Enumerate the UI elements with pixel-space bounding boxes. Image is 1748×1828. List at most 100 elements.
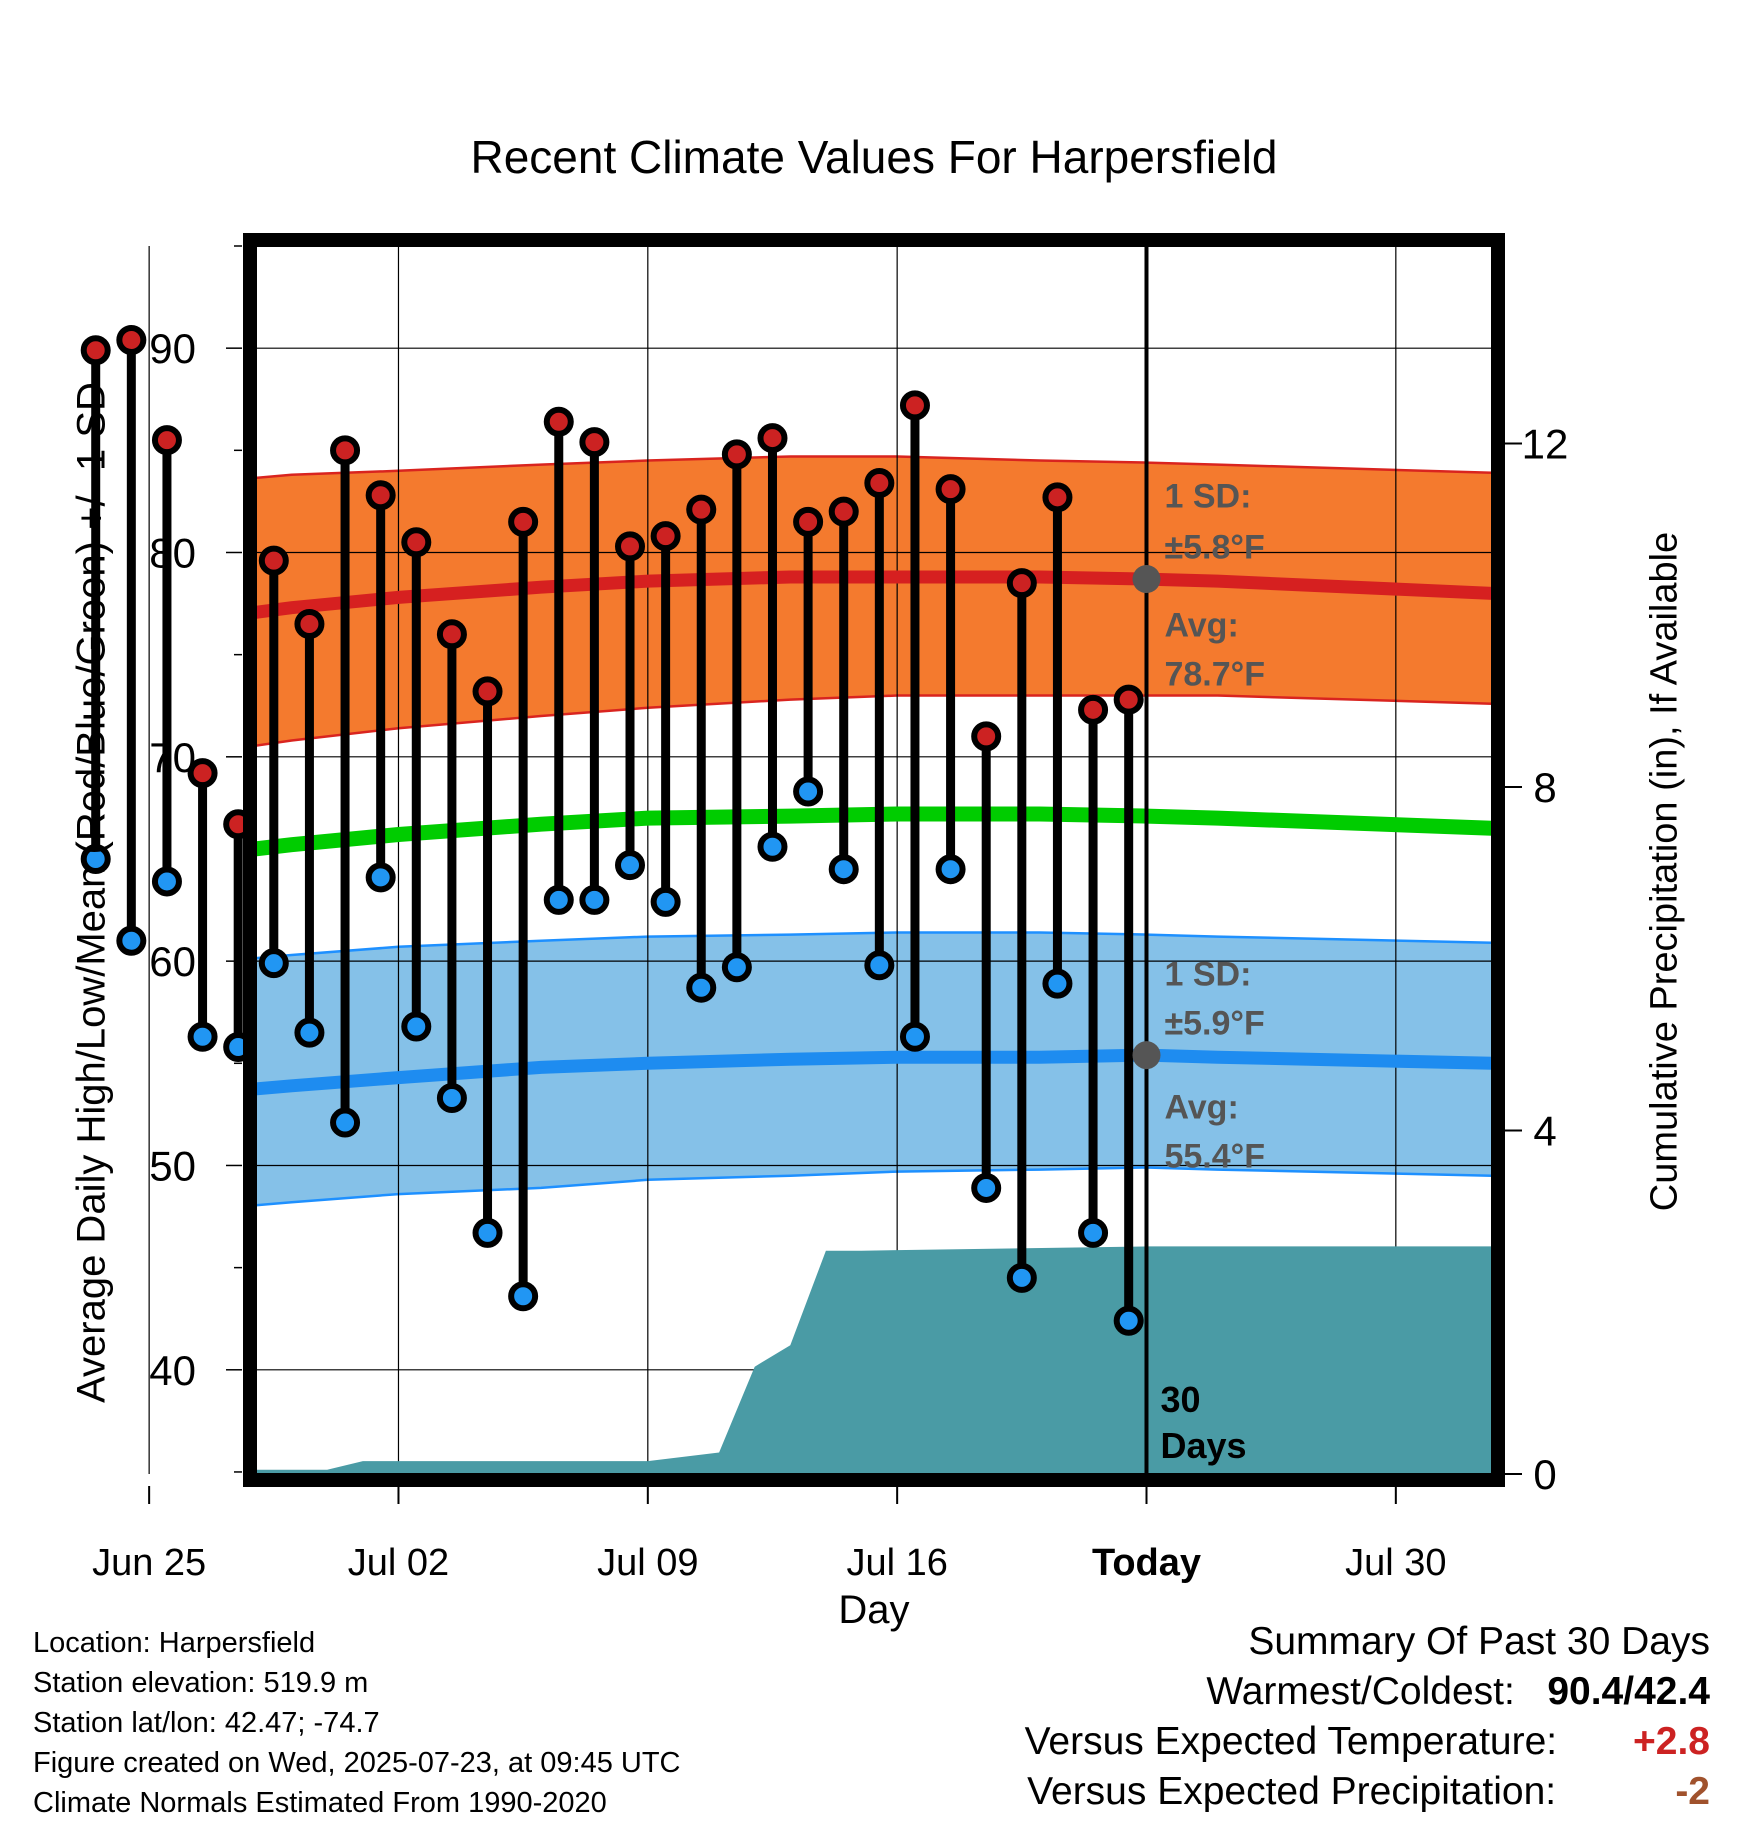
low-avg-value: 55.4°F: [1164, 1138, 1265, 1176]
plot-frame: [243, 233, 1505, 1487]
high-point: [258, 545, 289, 576]
high-point: [615, 531, 646, 562]
high-sd-lower-edge: [256, 694, 1492, 747]
high-point: [294, 609, 325, 640]
high-point: [1042, 482, 1073, 513]
high-point: [650, 521, 681, 552]
x-tick-label: Today: [1092, 1542, 1201, 1584]
y2-tick-label: 0: [1533, 1451, 1556, 1498]
precip-row: Versus Expected Precipitation: -2: [1025, 1767, 1710, 1817]
high-point: [935, 474, 966, 505]
x-axis-label: Day: [838, 1588, 910, 1632]
high-point: [187, 758, 218, 789]
y-axis-label: Average Daily High/Low/Mean (Red/Blue/Gr…: [69, 382, 114, 1403]
low-point: [793, 776, 824, 807]
low-point: [436, 1083, 467, 1114]
high-point: [686, 494, 717, 525]
low-sd-label: 1 SD:: [1164, 956, 1251, 994]
low-point: [650, 886, 681, 917]
warm-cold-row: Warmest/Coldest: 90.4/42.4: [1025, 1667, 1710, 1717]
low-point: [508, 1281, 539, 1312]
high-point: [508, 506, 539, 537]
high-point: [330, 435, 361, 466]
y-tick-label: 90: [149, 325, 196, 372]
high-sd-label: 1 SD:: [1164, 478, 1251, 516]
high-point: [80, 335, 111, 366]
high-point: [757, 423, 788, 454]
low-point: [971, 1172, 1002, 1203]
y-tick-label: 50: [149, 1142, 196, 1189]
high-point: [543, 406, 574, 437]
high-point: [828, 496, 859, 527]
low-point: [757, 831, 788, 862]
low-point: [294, 1017, 325, 1048]
y-tick-label: 80: [149, 529, 196, 576]
x-tick-label: Jul 02: [348, 1542, 449, 1584]
y2-tick-label: 4: [1533, 1108, 1556, 1155]
high-point: [721, 439, 752, 470]
y-tick-label: 70: [149, 734, 196, 781]
low-point: [472, 1217, 503, 1248]
high-point: [472, 676, 503, 707]
low-sd-value: ±5.9°F: [1164, 1005, 1264, 1043]
mean-line: [256, 806, 1492, 857]
low-avg-label: Avg:: [1164, 1088, 1238, 1126]
chart-title: Recent Climate Values For Harpersfield: [470, 131, 1278, 183]
high-point: [436, 619, 467, 650]
low-point: [935, 854, 966, 885]
low-point: [543, 884, 574, 915]
low-point: [330, 1107, 361, 1138]
avg-high-marker: [1132, 565, 1161, 594]
summary-heading: Summary Of Past 30 Days: [1248, 1620, 1710, 1663]
window-label-days: Days: [1160, 1425, 1246, 1466]
high-point: [864, 468, 895, 499]
low-point: [365, 862, 396, 893]
low-point: [1006, 1262, 1037, 1293]
summary-panel: Summary Of Past 30 Days Warmest/Coldest:…: [1025, 1617, 1710, 1817]
temp-row: Versus Expected Temperature: +2.8: [1025, 1717, 1710, 1767]
low-point: [615, 850, 646, 881]
x-tick-label: Jul 16: [846, 1542, 947, 1584]
warm-cold-value: 90.4/42.4: [1547, 1670, 1710, 1713]
low-sd-lower-edge: [256, 1166, 1492, 1207]
precip-value: -2: [1675, 1770, 1710, 1813]
high-point: [365, 480, 396, 511]
x-tick-label: Jun 25: [92, 1542, 206, 1584]
high-point: [1078, 694, 1109, 725]
precip-label: Versus Expected Precipitation:: [1027, 1770, 1557, 1813]
temp-label: Versus Expected Temperature:: [1024, 1720, 1558, 1763]
low-point: [187, 1021, 218, 1052]
window-label-number: 30: [1160, 1379, 1200, 1420]
high-point: [1006, 568, 1037, 599]
y-tick-label: 40: [149, 1347, 196, 1394]
low-point: [1042, 968, 1073, 999]
high-sd-value: ±5.8°F: [1164, 529, 1264, 567]
created-text: Figure created on Wed, 2025-07-23, at 09…: [33, 1747, 681, 1779]
y2-tick-label: 8: [1533, 764, 1556, 811]
high-sd-upper-edge: [256, 455, 1492, 480]
low-point: [579, 884, 610, 915]
high-point: [151, 425, 182, 456]
low-point: [116, 925, 147, 956]
high-point: [116, 324, 147, 355]
high-point: [793, 506, 824, 537]
low-point: [401, 1011, 432, 1042]
high-avg-value: 78.7°F: [1164, 655, 1265, 693]
avg-low-marker: [1132, 1041, 1161, 1070]
station-info: Location: Harpersfield Station elevation…: [33, 1623, 681, 1823]
latlon-text: Station lat/lon: 42.47; -74.7: [33, 1707, 380, 1739]
low-point: [80, 843, 111, 874]
low-point: [828, 854, 859, 885]
low-point: [899, 1021, 930, 1052]
high-avg-label: Avg:: [1164, 606, 1238, 644]
high-point: [579, 427, 610, 458]
high-sd-band: [256, 456, 1492, 746]
y-tick-label: 60: [149, 938, 196, 985]
low-point: [721, 952, 752, 983]
x-tick-label: Jul 09: [597, 1542, 698, 1584]
elevation-text: Station elevation: 519.9 m: [33, 1667, 369, 1699]
low-sd-band: [256, 932, 1492, 1206]
high-point: [971, 721, 1002, 752]
y2-tick-label: 12: [1522, 421, 1569, 468]
